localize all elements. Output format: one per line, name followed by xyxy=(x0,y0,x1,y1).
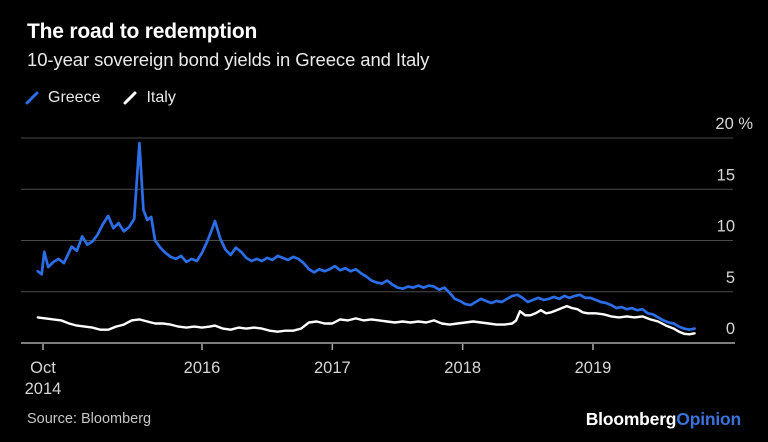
greece-line-swatch-icon xyxy=(25,91,39,105)
x-axis-tick-label: 2016 xyxy=(184,359,221,377)
x-axis-tick-label: Oct xyxy=(30,359,56,377)
chart-legend: Greece Italy xyxy=(24,89,176,107)
chart-subtitle: 10-year sovereign bond yields in Greece … xyxy=(27,49,430,70)
source-note: Source: Bloomberg xyxy=(27,411,152,427)
y-axis-tick-label: 5 xyxy=(726,269,735,287)
legend-label-greece: Greece xyxy=(48,89,101,106)
chart-title: The road to redemption xyxy=(27,20,258,43)
x-axis-tick-label: 2017 xyxy=(314,359,351,377)
bloomberg-opinion-logo: BloombergOpinion xyxy=(586,409,741,430)
y-axis-tick-label: 10 xyxy=(717,218,735,236)
italy-line-swatch-icon xyxy=(123,91,137,105)
greece-yield-line xyxy=(36,141,696,332)
y-axis-tick-label: 15 xyxy=(717,166,735,184)
legend-item-italy: Italy xyxy=(122,89,176,107)
brand-opinion: Opinion xyxy=(676,409,741,429)
x-axis-tick-label: 2018 xyxy=(444,359,481,377)
brand-bloomberg: Bloomberg xyxy=(585,409,677,429)
x-axis-tick-label: 2019 xyxy=(575,359,612,377)
legend-item-greece: Greece xyxy=(24,89,100,107)
y-axis-tick-label: 20 % xyxy=(715,115,753,133)
x-axis-tick-label: 2014 xyxy=(25,380,62,398)
italy-yield-line xyxy=(36,304,696,336)
legend-label-italy: Italy xyxy=(146,89,176,106)
y-axis-tick-label: 0 xyxy=(726,320,735,338)
